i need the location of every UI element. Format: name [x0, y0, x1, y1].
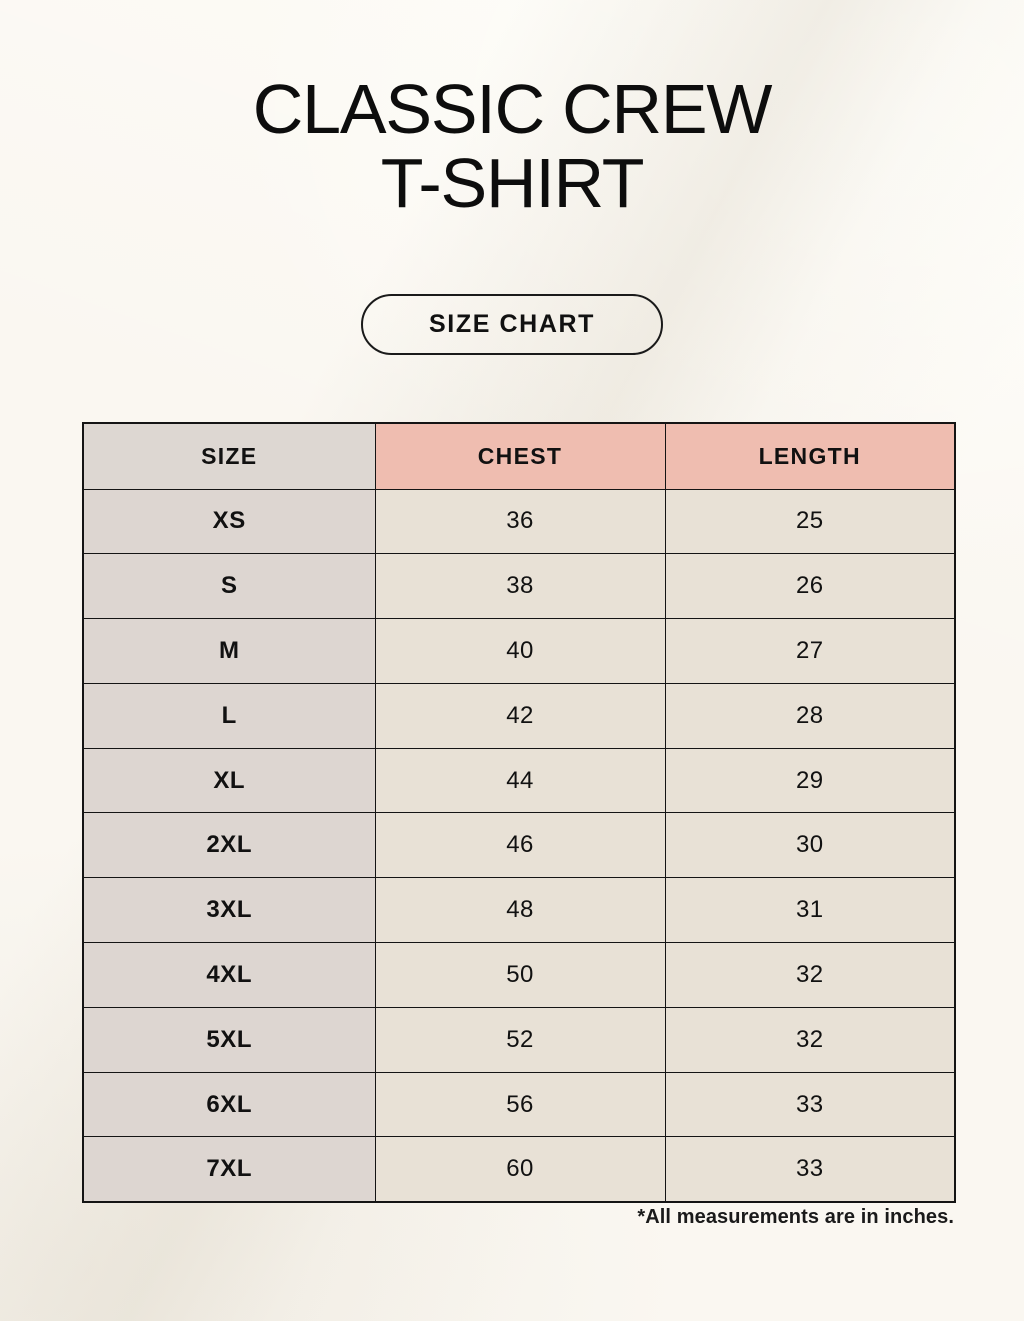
cell-length: 27 [664, 618, 956, 684]
size-table-body: XS 36 25 S 38 26 M 40 27 L 42 28 XL 44 29 2XL 46 30 3XL 48 3… [82, 488, 956, 1203]
table-row: 5XL 52 32 [82, 1006, 956, 1073]
table-row: XS 36 25 [82, 488, 956, 555]
cell-chest: 56 [374, 1071, 666, 1138]
table-row: M 40 27 [82, 618, 956, 684]
cell-size: 4XL [82, 942, 376, 1008]
table-row: 6XL 56 33 [82, 1071, 956, 1138]
cell-length: 33 [664, 1071, 956, 1138]
cell-size: 5XL [82, 1006, 376, 1073]
cell-size: XS [82, 488, 376, 555]
page-title-line-1: CLASSIC CREW [252, 70, 773, 148]
size-table-container: SIZE CHEST LENGTH XS 36 25 S 38 26 M 40 27 L 42 28 X… [82, 422, 956, 1203]
cell-size: L [82, 682, 376, 749]
cell-chest: 50 [374, 942, 666, 1008]
page-title: CLASSIC CREW T-SHIRT [0, 72, 1024, 220]
cell-size: 6XL [82, 1071, 376, 1138]
page-title-line-2: T-SHIRT [380, 144, 645, 222]
cell-length: 25 [664, 488, 956, 555]
cell-chest: 44 [374, 747, 666, 814]
cell-length: 33 [664, 1136, 956, 1203]
column-header-size: SIZE [82, 422, 376, 490]
size-table-head: SIZE CHEST LENGTH [82, 422, 956, 490]
table-row: 2XL 46 30 [82, 812, 956, 879]
table-row: L 42 28 [82, 682, 956, 749]
cell-size: S [82, 553, 376, 620]
badge-container: SIZE CHART [0, 294, 1024, 355]
column-header-length: LENGTH [664, 422, 956, 490]
cell-length: 29 [664, 747, 956, 814]
cell-length: 26 [664, 553, 956, 620]
cell-length: 32 [664, 942, 956, 1008]
table-header-row: SIZE CHEST LENGTH [82, 422, 956, 490]
cell-chest: 42 [374, 682, 666, 749]
table-row: XL 44 29 [82, 747, 956, 814]
measurement-footnote: *All measurements are in inches. [637, 1206, 954, 1228]
size-table: SIZE CHEST LENGTH XS 36 25 S 38 26 M 40 27 L 42 28 X… [82, 422, 956, 1203]
cell-length: 30 [664, 812, 956, 879]
cell-chest: 38 [374, 553, 666, 620]
cell-size: XL [82, 747, 376, 814]
cell-size: M [82, 618, 376, 684]
cell-length: 31 [664, 877, 956, 944]
table-row: 3XL 48 31 [82, 877, 956, 944]
cell-size: 2XL [82, 812, 376, 879]
cell-chest: 60 [374, 1136, 666, 1203]
cell-size: 7XL [82, 1136, 376, 1203]
cell-size: 3XL [82, 877, 376, 944]
size-chart-badge: SIZE CHART [361, 294, 663, 355]
cell-length: 28 [664, 682, 956, 749]
cell-chest: 40 [374, 618, 666, 684]
cell-chest: 36 [374, 488, 666, 555]
cell-chest: 48 [374, 877, 666, 944]
table-row: S 38 26 [82, 553, 956, 620]
cell-chest: 52 [374, 1006, 666, 1073]
cell-chest: 46 [374, 812, 666, 879]
table-row: 7XL 60 33 [82, 1136, 956, 1203]
table-row: 4XL 50 32 [82, 942, 956, 1008]
column-header-chest: CHEST [374, 422, 666, 490]
cell-length: 32 [664, 1006, 956, 1073]
